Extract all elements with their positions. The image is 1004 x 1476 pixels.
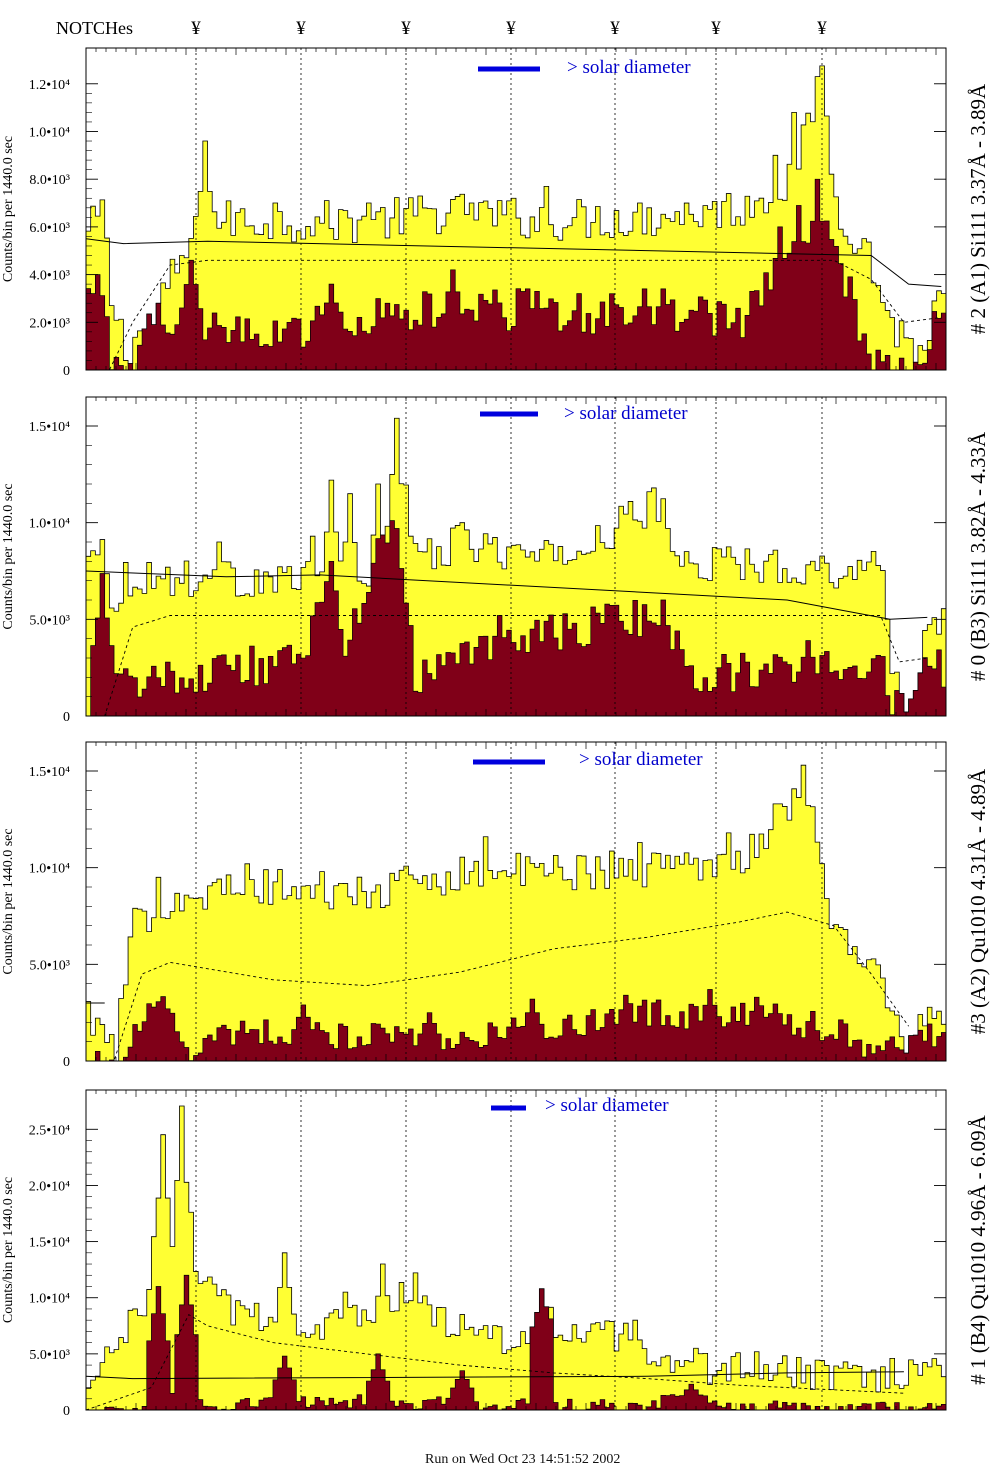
notch-marker-6: ¥ xyxy=(711,18,721,39)
legend-text: > solar diameter xyxy=(567,57,691,78)
solid-model-curve xyxy=(86,238,942,287)
outer-histogram xyxy=(86,764,946,1061)
panel-title: # 1 (B4) Qu1010 4.96Å - 6.09Å xyxy=(966,1114,990,1384)
y-tick-label: 5.0•10³ xyxy=(29,613,70,628)
y-tick-label: 4.0•10³ xyxy=(29,269,70,284)
notch-marker-3: ¥ xyxy=(401,18,411,39)
panel-4: 0 5.0•10³ 1.0•10⁴ 1.5•10⁴ 2.0•10⁴ 2.5•10⁴ Coun… xyxy=(1,1089,990,1419)
notch-marker-7: ¥ xyxy=(817,18,827,39)
panel-title: #3 (A2) Qu1010 4.31Å - 4.89Å xyxy=(966,768,990,1034)
y-axis-label: Counts/bin per 1440.0 sec xyxy=(1,483,16,629)
dashed-model-curve xyxy=(86,259,942,370)
y-tick-label: 5.0•10³ xyxy=(29,1348,70,1363)
y-tick-label: 1.0•10⁴ xyxy=(29,862,70,877)
y-tick-label: 1.0•10⁴ xyxy=(29,125,70,140)
run-timestamp: Run on Wed Oct 23 14:51:52 2002 xyxy=(425,1452,621,1467)
notch-marker-4: ¥ xyxy=(506,18,516,39)
solid-model-curve xyxy=(86,570,928,620)
y-tick-label: 2.5•10⁴ xyxy=(29,1123,70,1138)
y-tick-label: 2.0•10³ xyxy=(29,316,70,331)
legend-text: > solar diameter xyxy=(545,1095,669,1116)
inner-histogram xyxy=(86,178,946,370)
y-tick-label: 1.5•10⁴ xyxy=(29,420,70,435)
panel-1-plot-area xyxy=(86,48,946,370)
y-tick-label: 1.2•10⁴ xyxy=(29,78,70,93)
panel-4-plot-area xyxy=(86,1090,946,1410)
y-tick-label: 8.0•10³ xyxy=(29,173,70,188)
outer-histogram xyxy=(86,417,946,716)
legend-text: > solar diameter xyxy=(579,749,703,770)
outer-histogram xyxy=(86,1105,946,1410)
notches-label: NOTCHes xyxy=(56,18,133,38)
y-tick-label: 1.5•10⁴ xyxy=(29,765,70,780)
y-tick-label: 5.0•10³ xyxy=(29,958,70,973)
panel-2: 0 5.0•10³ 1.0•10⁴ 1.5•10⁴ Counts/bin per 144… xyxy=(1,396,990,725)
y-tick-label: 1.0•10⁴ xyxy=(29,1292,70,1307)
y-tick-label: 1.5•10⁴ xyxy=(29,1236,70,1251)
solid-model-curve xyxy=(86,1371,904,1380)
notch-marker-1: ¥ xyxy=(191,18,201,39)
y-tick-label: 0 xyxy=(63,710,70,725)
y-tick-label: 0 xyxy=(63,364,70,379)
y-tick-label: 1.0•10⁴ xyxy=(29,517,70,532)
y-tick-label: 0 xyxy=(63,1404,70,1419)
panel-2-plot-area xyxy=(86,397,946,716)
y-tick-label: 2.0•10⁴ xyxy=(29,1179,70,1194)
panel-1: 0 2.0•10³ 4.0•10³ 6.0•10³ 8.0•10³ 1.0•10⁴ 1.2•… xyxy=(1,47,990,379)
panel-title: # 0 (B3) Si111 3.82Å - 4.33Å xyxy=(966,431,990,681)
y-tick-label: 0 xyxy=(63,1055,70,1070)
notch-marker-5: ¥ xyxy=(610,18,620,39)
notch-marker-2: ¥ xyxy=(296,18,306,39)
y-axis-label: Counts/bin per 1440.0 sec xyxy=(1,136,16,282)
panel-3-plot-area xyxy=(86,742,946,1061)
dashed-model-curve xyxy=(86,615,928,716)
panel-title: # 2 (A1) Si111 3.37Å - 3.89Å xyxy=(966,83,990,334)
y-axis-label: Counts/bin per 1440.0 sec xyxy=(1,1177,16,1323)
legend-text: > solar diameter xyxy=(564,403,688,424)
y-axis-label: Counts/bin per 1440.0 sec xyxy=(1,828,16,974)
panel-3: 0 5.0•10³ 1.0•10⁴ 1.5•10⁴ Counts/bin per 144… xyxy=(1,741,990,1070)
y-tick-label: 6.0•10³ xyxy=(29,221,70,236)
